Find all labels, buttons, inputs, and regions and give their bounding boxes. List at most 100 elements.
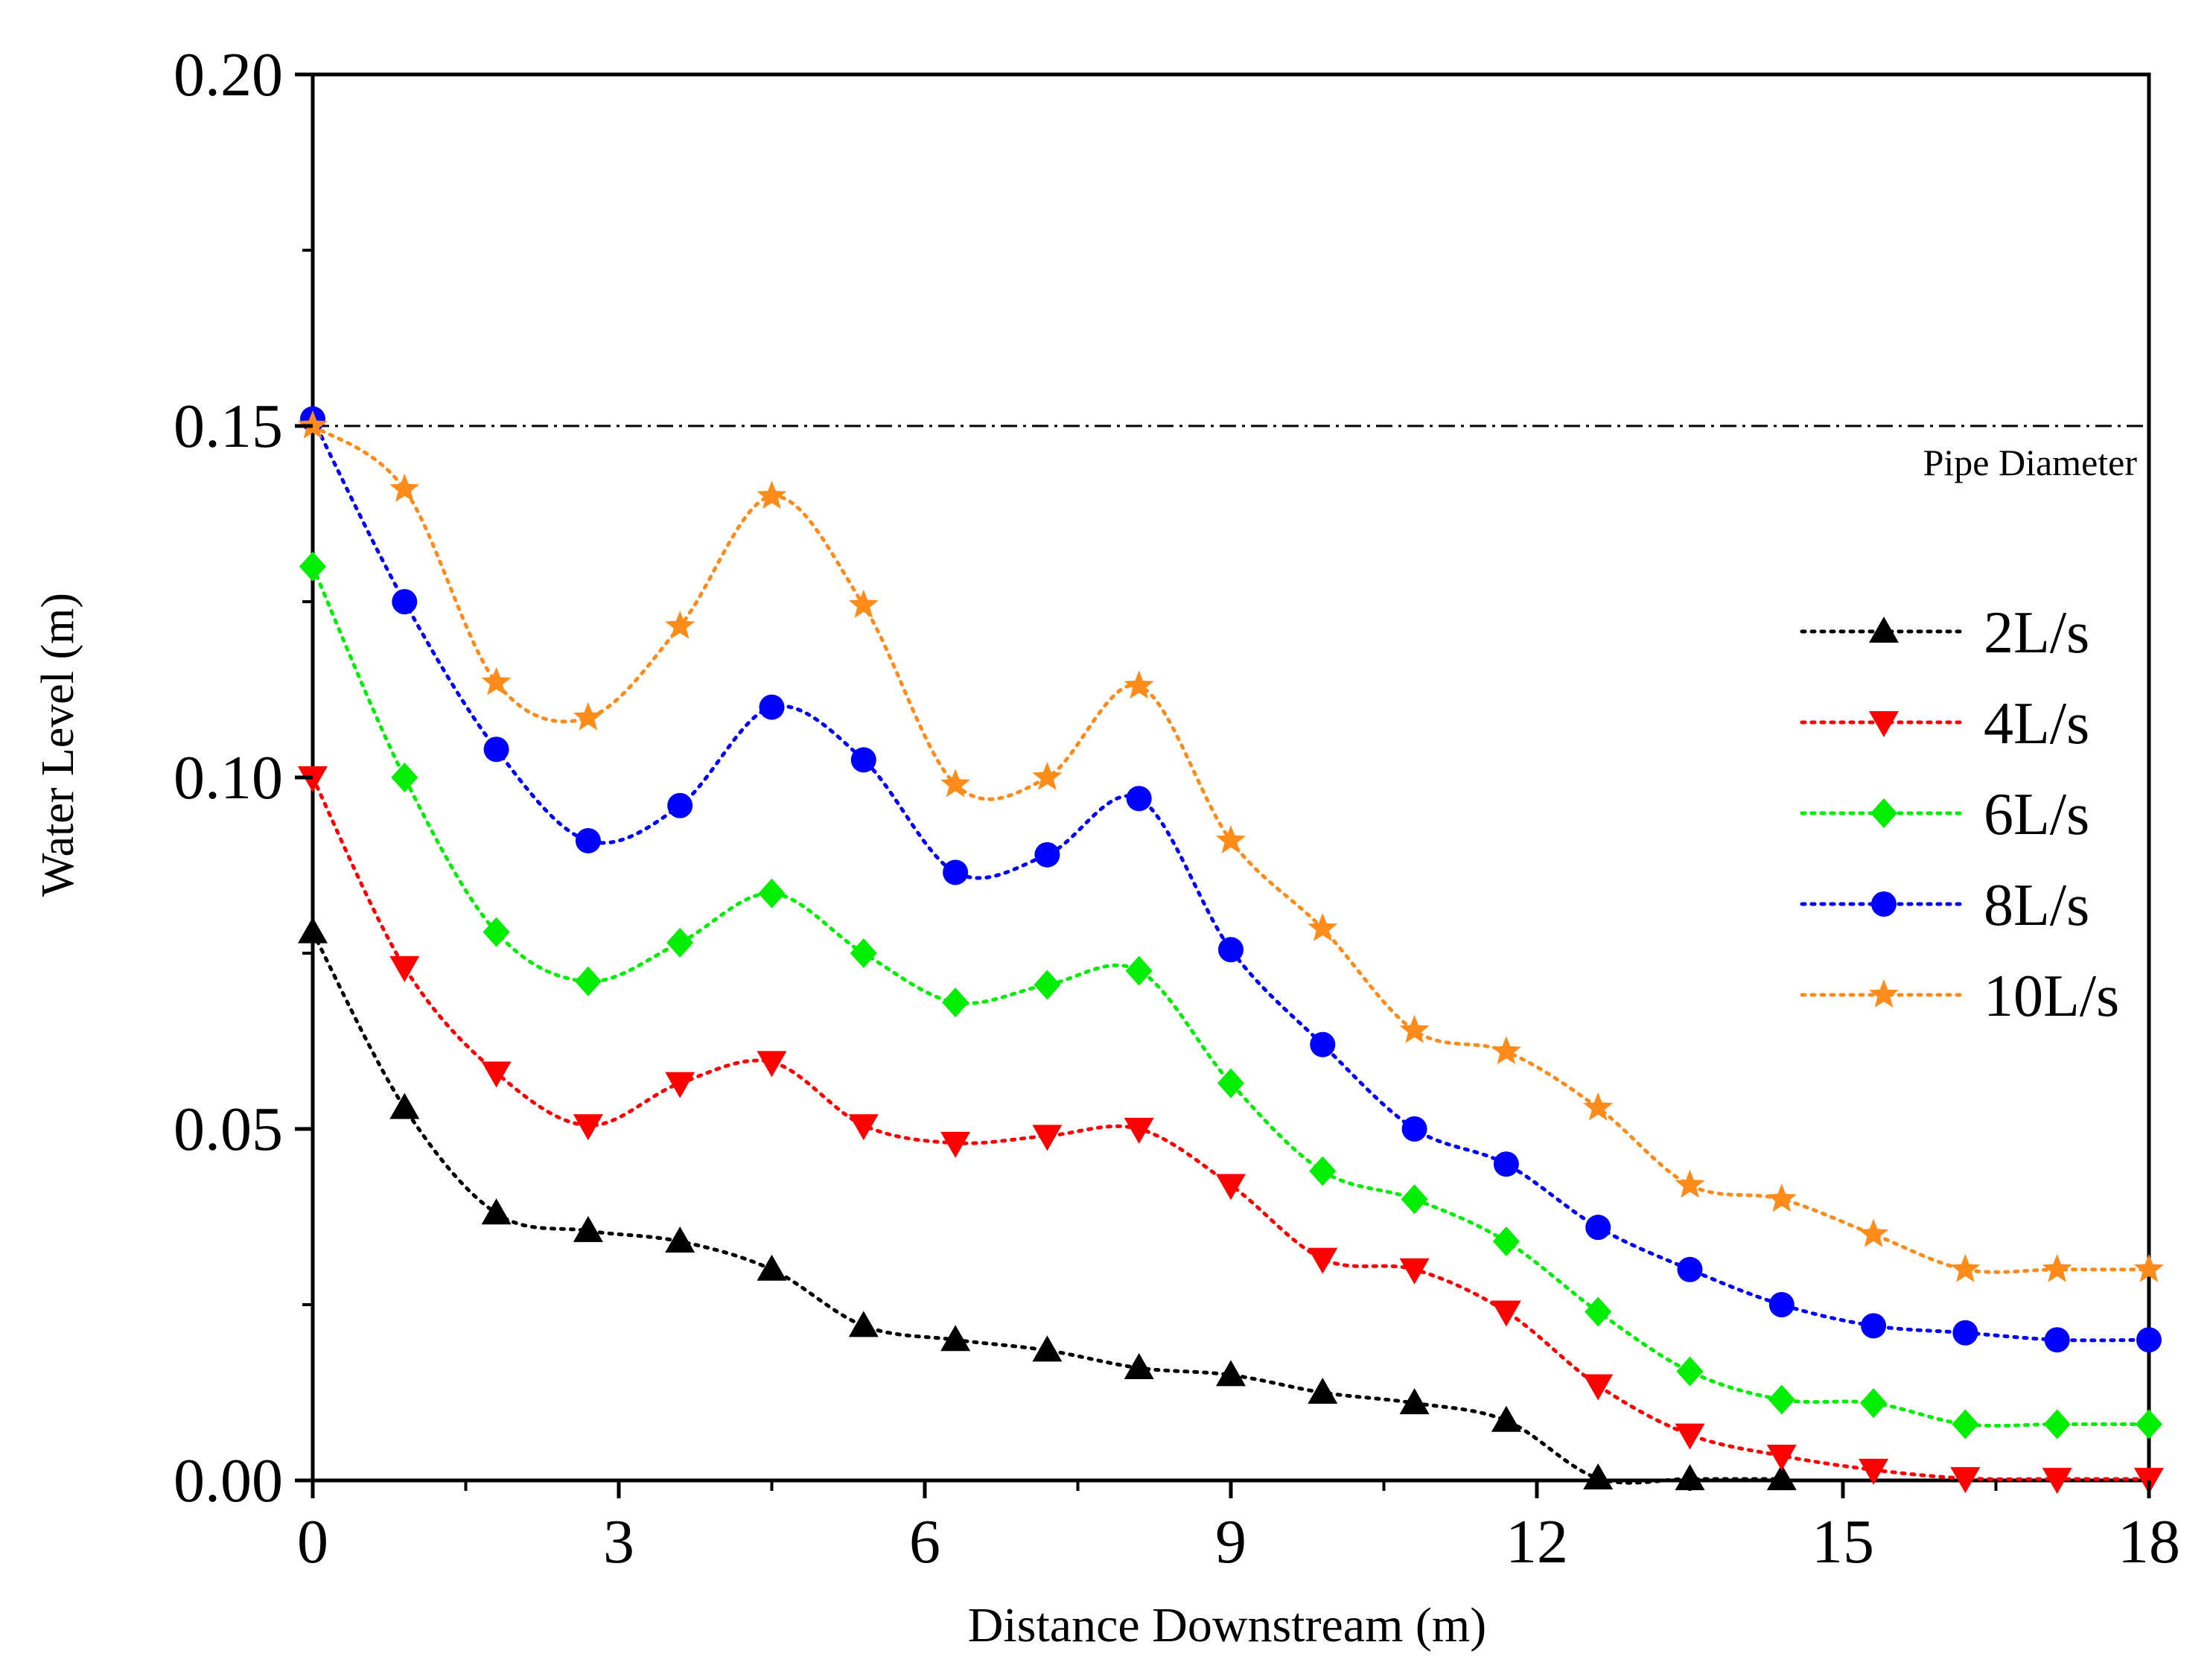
data-point — [1491, 1405, 1521, 1432]
data-point — [1768, 1292, 1795, 1317]
y-axis-title: Water Level (m) — [33, 593, 83, 897]
data-point — [299, 551, 326, 582]
x-tick-label: 12 — [1506, 1507, 1568, 1576]
data-point — [2043, 1409, 2071, 1439]
data-point — [1860, 1388, 1888, 1419]
legend-marker — [1869, 617, 1899, 643]
data-point — [2134, 1253, 2164, 1282]
data-point — [1859, 1458, 1889, 1485]
data-point — [1675, 1464, 1705, 1491]
data-point — [665, 1072, 695, 1098]
data-point — [1493, 1151, 1519, 1177]
data-point — [1491, 1036, 1521, 1065]
data-point — [940, 1325, 971, 1352]
series-layer — [298, 406, 2164, 1495]
data-point — [667, 792, 693, 818]
data-point — [1125, 955, 1153, 986]
x-tick-label: 15 — [1812, 1507, 1874, 1576]
data-point — [481, 1061, 512, 1088]
legend-label: 8L/s — [1984, 873, 2089, 938]
data-point — [2044, 1327, 2070, 1353]
legend-marker — [1870, 798, 1897, 828]
data-point — [1676, 1356, 1704, 1387]
data-point — [1675, 1423, 1705, 1450]
data-point — [1952, 1409, 1979, 1439]
x-tick-label: 6 — [909, 1507, 940, 1576]
data-point — [759, 694, 785, 720]
series-8L-per-s — [300, 406, 2162, 1353]
legend: 2L/s 4L/s 6L/s 8L/s 10L/s — [1800, 600, 2119, 1029]
data-point — [1124, 1118, 1154, 1144]
data-point — [1034, 970, 1061, 1000]
y-tick-label: 0.15 — [173, 392, 283, 461]
data-point — [1491, 1300, 1521, 1327]
data-point — [483, 917, 510, 947]
data-point — [942, 987, 969, 1018]
data-point — [1034, 841, 1060, 868]
data-point — [940, 1131, 971, 1158]
data-point — [1216, 1360, 1246, 1387]
data-point — [389, 474, 420, 502]
data-point — [1401, 1116, 1427, 1142]
series-line — [311, 930, 1784, 1485]
data-point — [1399, 1014, 1430, 1043]
data-point — [1126, 786, 1152, 812]
data-point — [1583, 1092, 1614, 1121]
legend-marker — [1871, 891, 1897, 917]
x-tick-label: 3 — [603, 1507, 634, 1576]
data-point — [1124, 670, 1154, 699]
x-tick-label: 9 — [1215, 1507, 1246, 1576]
series-line — [311, 424, 2151, 1274]
data-point — [848, 1114, 879, 1141]
data-point — [298, 917, 328, 944]
series-line — [311, 417, 2151, 1343]
data-point — [392, 589, 418, 614]
data-point — [391, 763, 418, 792]
data-point — [1401, 1184, 1428, 1215]
data-point — [1218, 937, 1243, 963]
legend-label: 10L/s — [1984, 964, 2119, 1029]
data-point — [1124, 1352, 1154, 1379]
data-point — [943, 859, 969, 885]
data-point — [757, 480, 787, 509]
data-point — [573, 1114, 603, 1141]
data-point — [1217, 1068, 1244, 1098]
data-point — [573, 701, 603, 731]
data-point — [850, 747, 876, 773]
y-tick-label: 0.10 — [173, 743, 283, 812]
data-point — [666, 927, 694, 958]
legend-label: 6L/s — [1984, 782, 2089, 847]
data-point — [1952, 1320, 1978, 1346]
data-point — [1399, 1388, 1430, 1415]
data-point — [1675, 1169, 1705, 1198]
data-point — [758, 878, 786, 909]
data-point — [1310, 1031, 1336, 1057]
data-point — [1766, 1464, 1797, 1491]
data-point — [481, 1198, 512, 1225]
data-point — [1768, 1384, 1795, 1415]
legend-item: 10L/s — [1800, 964, 2119, 1029]
data-point — [1583, 1374, 1614, 1401]
legend-marker — [1869, 979, 1899, 1008]
legend-item: 6L/s — [1800, 782, 2089, 847]
data-point — [2042, 1253, 2072, 1282]
data-point — [2042, 1468, 2072, 1495]
y-tick-label: 0.05 — [173, 1095, 283, 1164]
data-point — [665, 611, 695, 639]
data-point — [1583, 1463, 1614, 1490]
series-10L-per-s — [298, 410, 2164, 1282]
data-point — [1950, 1253, 1981, 1282]
data-point — [389, 955, 420, 982]
x-axis-title: Distance Downstream (m) — [968, 1598, 1486, 1652]
series-6L-per-s — [299, 551, 2162, 1439]
data-point — [574, 966, 602, 996]
data-point — [481, 666, 512, 696]
data-point — [757, 1254, 787, 1281]
plot-border — [311, 72, 2151, 1483]
data-point — [1766, 1183, 1797, 1212]
data-point — [1309, 1156, 1337, 1186]
data-point — [1032, 1124, 1063, 1151]
y-tick-label: 0.20 — [173, 40, 283, 109]
data-point — [940, 769, 971, 798]
data-point — [1216, 1174, 1246, 1200]
